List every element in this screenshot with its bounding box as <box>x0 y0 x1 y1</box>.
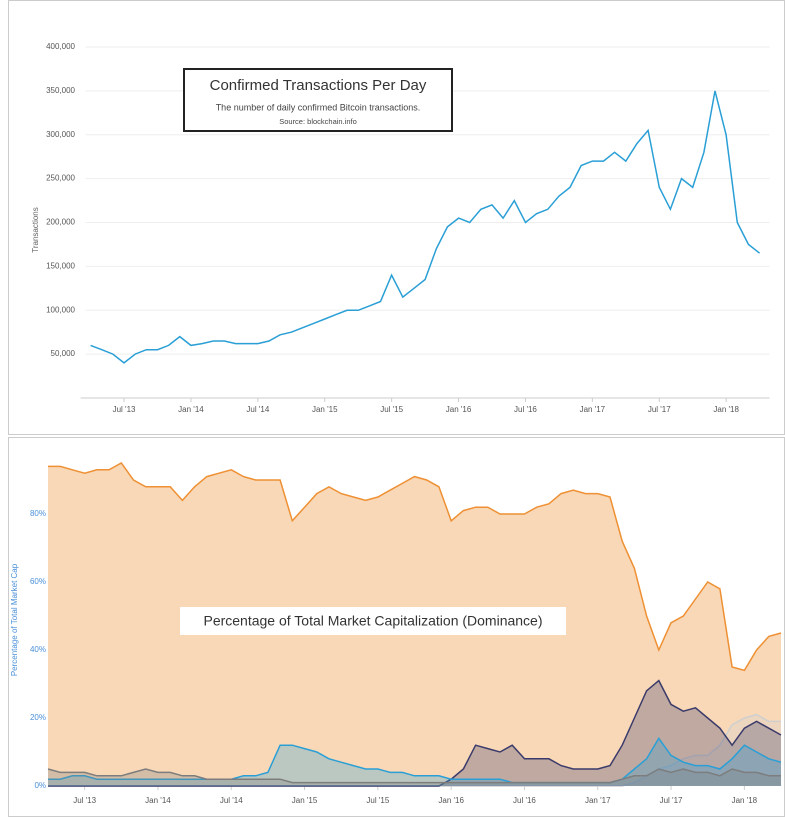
chart-title: Percentage of Total Market Capitalizatio… <box>203 613 542 629</box>
x-tick-label: Jan '15 <box>292 796 318 805</box>
x-tick-label: Jul '16 <box>514 405 537 414</box>
area <box>48 680 781 786</box>
x-tick-label: Jul '14 <box>220 796 243 805</box>
x-tick-label: Jul '14 <box>246 405 269 414</box>
x-tick-label: Jul '16 <box>513 796 536 805</box>
line <box>90 90 761 364</box>
area <box>48 769 781 786</box>
x-tick-label: Jul '13 <box>113 405 136 414</box>
x-tick-label: Jan '18 <box>732 796 758 805</box>
title-box <box>180 607 566 635</box>
x-tick-label: Jan '14 <box>145 796 171 805</box>
line <box>48 679 782 787</box>
line <box>47 768 781 784</box>
x-tick-label: Jan '15 <box>312 405 338 414</box>
y-tick-label: 50,000 <box>51 349 76 358</box>
x-tick-label: Jul '13 <box>73 796 96 805</box>
y-tick-label: 60% <box>30 577 46 586</box>
x-tick-label: Jan '18 <box>713 405 739 414</box>
x-tick-label: Jan '14 <box>178 405 204 414</box>
line <box>48 462 782 672</box>
y-tick-label: 250,000 <box>46 174 75 183</box>
y-tick-label: 100,000 <box>46 305 75 314</box>
chart-source: Source: blockchain.info <box>279 117 357 126</box>
x-tick-label: Jan '17 <box>580 405 606 414</box>
top-panel <box>8 0 785 435</box>
area <box>48 714 781 786</box>
y-tick-label: 200,000 <box>46 218 75 227</box>
chart-subtitle: The number of daily confirmed Bitcoin tr… <box>216 102 421 112</box>
title-box <box>183 68 453 132</box>
transactions-chart: 50,000 100,000 150,000 200,000 250,000 300,00… <box>31 42 770 414</box>
x-tick-label: Jul '17 <box>660 796 683 805</box>
y-tick-label: 150,000 <box>46 261 75 270</box>
y-axis-label: Percentage of Total Market Cap <box>10 563 19 676</box>
x-tick-label: Jan '16 <box>446 405 472 414</box>
y-axis-label: Transactions <box>31 207 40 253</box>
x-tick-label: Jul '15 <box>366 796 389 805</box>
y-tick-label: 350,000 <box>46 86 75 95</box>
x-tick-label: Jul '17 <box>648 405 671 414</box>
dominance-chart: 0% 20% 40% 60% 80% Jul '13 Jan '14 Jul '14 Jan '… <box>10 462 782 805</box>
chart-title: Confirmed Transactions Per Day <box>210 77 427 94</box>
y-tick-label: 0% <box>34 781 46 790</box>
y-tick-label: 300,000 <box>46 130 75 139</box>
x-tick-label: Jul '15 <box>380 405 403 414</box>
x-tick-label: Jan '16 <box>438 796 464 805</box>
y-tick-label: 80% <box>30 509 46 518</box>
line <box>48 737 782 784</box>
y-tick-label: 40% <box>30 645 46 654</box>
y-tick-label: 20% <box>30 713 46 722</box>
y-tick-label: 400,000 <box>46 42 75 51</box>
x-tick-label: Jan '17 <box>585 796 611 805</box>
